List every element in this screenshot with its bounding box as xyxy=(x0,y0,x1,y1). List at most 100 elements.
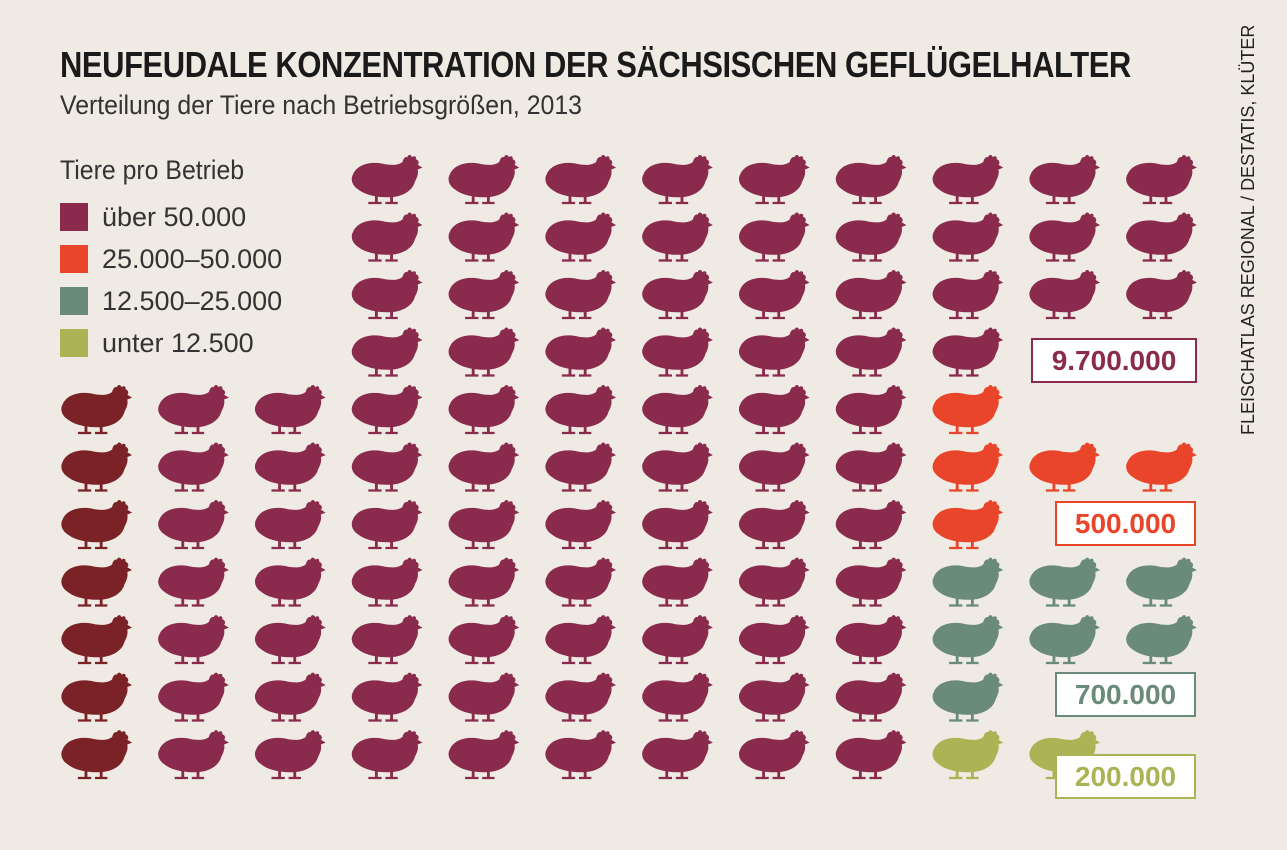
legend-label: 12.500–25.000 xyxy=(102,285,283,316)
hen-icon xyxy=(351,500,423,550)
hen-icon xyxy=(61,442,133,492)
legend-swatch xyxy=(60,245,88,273)
hen-icon xyxy=(545,672,617,722)
hen-icon xyxy=(835,212,907,262)
hen-icon xyxy=(1029,442,1101,492)
chart-title: NEUFEUDALE KONZENTRATION DER SÄCHSISCHEN… xyxy=(60,44,1131,85)
hen-icon xyxy=(1126,557,1197,607)
hen-icon xyxy=(835,730,907,780)
hen-icon xyxy=(1029,212,1101,262)
hen-icon xyxy=(545,557,617,607)
hen-icon xyxy=(158,557,229,607)
hen-icon xyxy=(738,155,810,205)
hen-icon xyxy=(448,672,520,722)
hen-icon xyxy=(545,730,617,780)
hen-icon xyxy=(932,327,1004,377)
hen-icon xyxy=(932,155,1004,205)
hen-icon xyxy=(1126,442,1197,492)
hen-icon xyxy=(932,385,1004,435)
hen-icon xyxy=(61,557,133,607)
hen-icon xyxy=(932,730,1004,780)
legend-label: über 50.000 xyxy=(102,201,247,232)
hen-icon xyxy=(738,730,810,780)
hen-icon xyxy=(642,327,713,377)
hen-icon xyxy=(448,615,520,665)
hen-icon xyxy=(932,500,1004,550)
hen-icon xyxy=(351,327,423,377)
chart-subtitle: Verteilung der Tiere nach Betriebsgrößen… xyxy=(60,90,582,120)
hen-icon xyxy=(351,557,423,607)
legend-item-under-12500: unter 12.500 xyxy=(60,322,282,364)
hen-icon xyxy=(738,385,810,435)
hen-icon xyxy=(545,327,617,377)
hen-icon xyxy=(254,672,326,722)
hen-icon xyxy=(738,615,810,665)
hen-icon xyxy=(254,442,326,492)
hen-icon xyxy=(158,672,229,722)
hen-icon xyxy=(448,385,520,435)
hen-icon xyxy=(835,327,907,377)
legend-swatch xyxy=(60,287,88,315)
hen-icon xyxy=(448,442,520,492)
hen-icon xyxy=(61,730,133,780)
hen-icon xyxy=(545,385,617,435)
hen-icon xyxy=(835,672,907,722)
hen-icon xyxy=(1126,212,1197,262)
hen-icon xyxy=(158,385,229,435)
hen-icon xyxy=(254,557,326,607)
hen-icon xyxy=(642,442,713,492)
hen-icon xyxy=(642,672,713,722)
hen-icon xyxy=(738,442,810,492)
hen-icon xyxy=(738,672,810,722)
legend-item-over-50000: über 50.000 xyxy=(60,196,282,238)
hen-icon xyxy=(351,442,423,492)
hen-icon xyxy=(351,615,423,665)
total-label-under-12500: 200.000 xyxy=(1055,754,1196,799)
legend-item-12500-25000: 12.500–25.000 xyxy=(60,280,282,322)
hen-icon xyxy=(254,615,326,665)
hen-icon xyxy=(351,270,423,320)
hen-icon xyxy=(448,212,520,262)
hen-icon xyxy=(738,500,810,550)
hen-icon xyxy=(545,212,617,262)
legend: Tiere pro Betrieb über 50.000 25.000–50.… xyxy=(60,155,282,364)
hen-icon xyxy=(448,730,520,780)
hen-icon xyxy=(61,672,133,722)
hen-icon xyxy=(448,500,520,550)
hen-icon xyxy=(835,615,907,665)
hen-icon xyxy=(61,385,133,435)
hen-icon xyxy=(642,212,713,262)
hen-icon xyxy=(351,385,423,435)
hen-icon xyxy=(1029,155,1101,205)
hen-icon xyxy=(932,615,1004,665)
hen-icon xyxy=(351,730,423,780)
legend-label: unter 12.500 xyxy=(102,327,254,358)
hen-icon xyxy=(254,385,326,435)
hen-icon xyxy=(932,442,1004,492)
hen-icon xyxy=(545,442,617,492)
hen-icon xyxy=(1126,270,1197,320)
legend-item-25000-50000: 25.000–50.000 xyxy=(60,238,282,280)
legend-swatch xyxy=(60,329,88,357)
hen-icon xyxy=(642,385,713,435)
hen-icon xyxy=(61,500,133,550)
hen-icon xyxy=(642,500,713,550)
hen-icon xyxy=(932,270,1004,320)
hen-icon xyxy=(545,270,617,320)
hen-icon xyxy=(158,442,229,492)
hen-icon xyxy=(61,615,133,665)
hen-icon xyxy=(1126,615,1197,665)
hen-icon xyxy=(835,557,907,607)
hen-icon xyxy=(932,212,1004,262)
hen-icon xyxy=(642,155,713,205)
hen-icon xyxy=(835,442,907,492)
hen-icon xyxy=(835,500,907,550)
hen-icon xyxy=(932,672,1004,722)
hen-icon xyxy=(1029,557,1101,607)
hen-icon xyxy=(932,557,1004,607)
hen-icon xyxy=(1029,615,1101,665)
legend-label: 25.000–50.000 xyxy=(102,243,283,274)
hen-icon xyxy=(351,212,423,262)
hen-icon xyxy=(1126,155,1197,205)
